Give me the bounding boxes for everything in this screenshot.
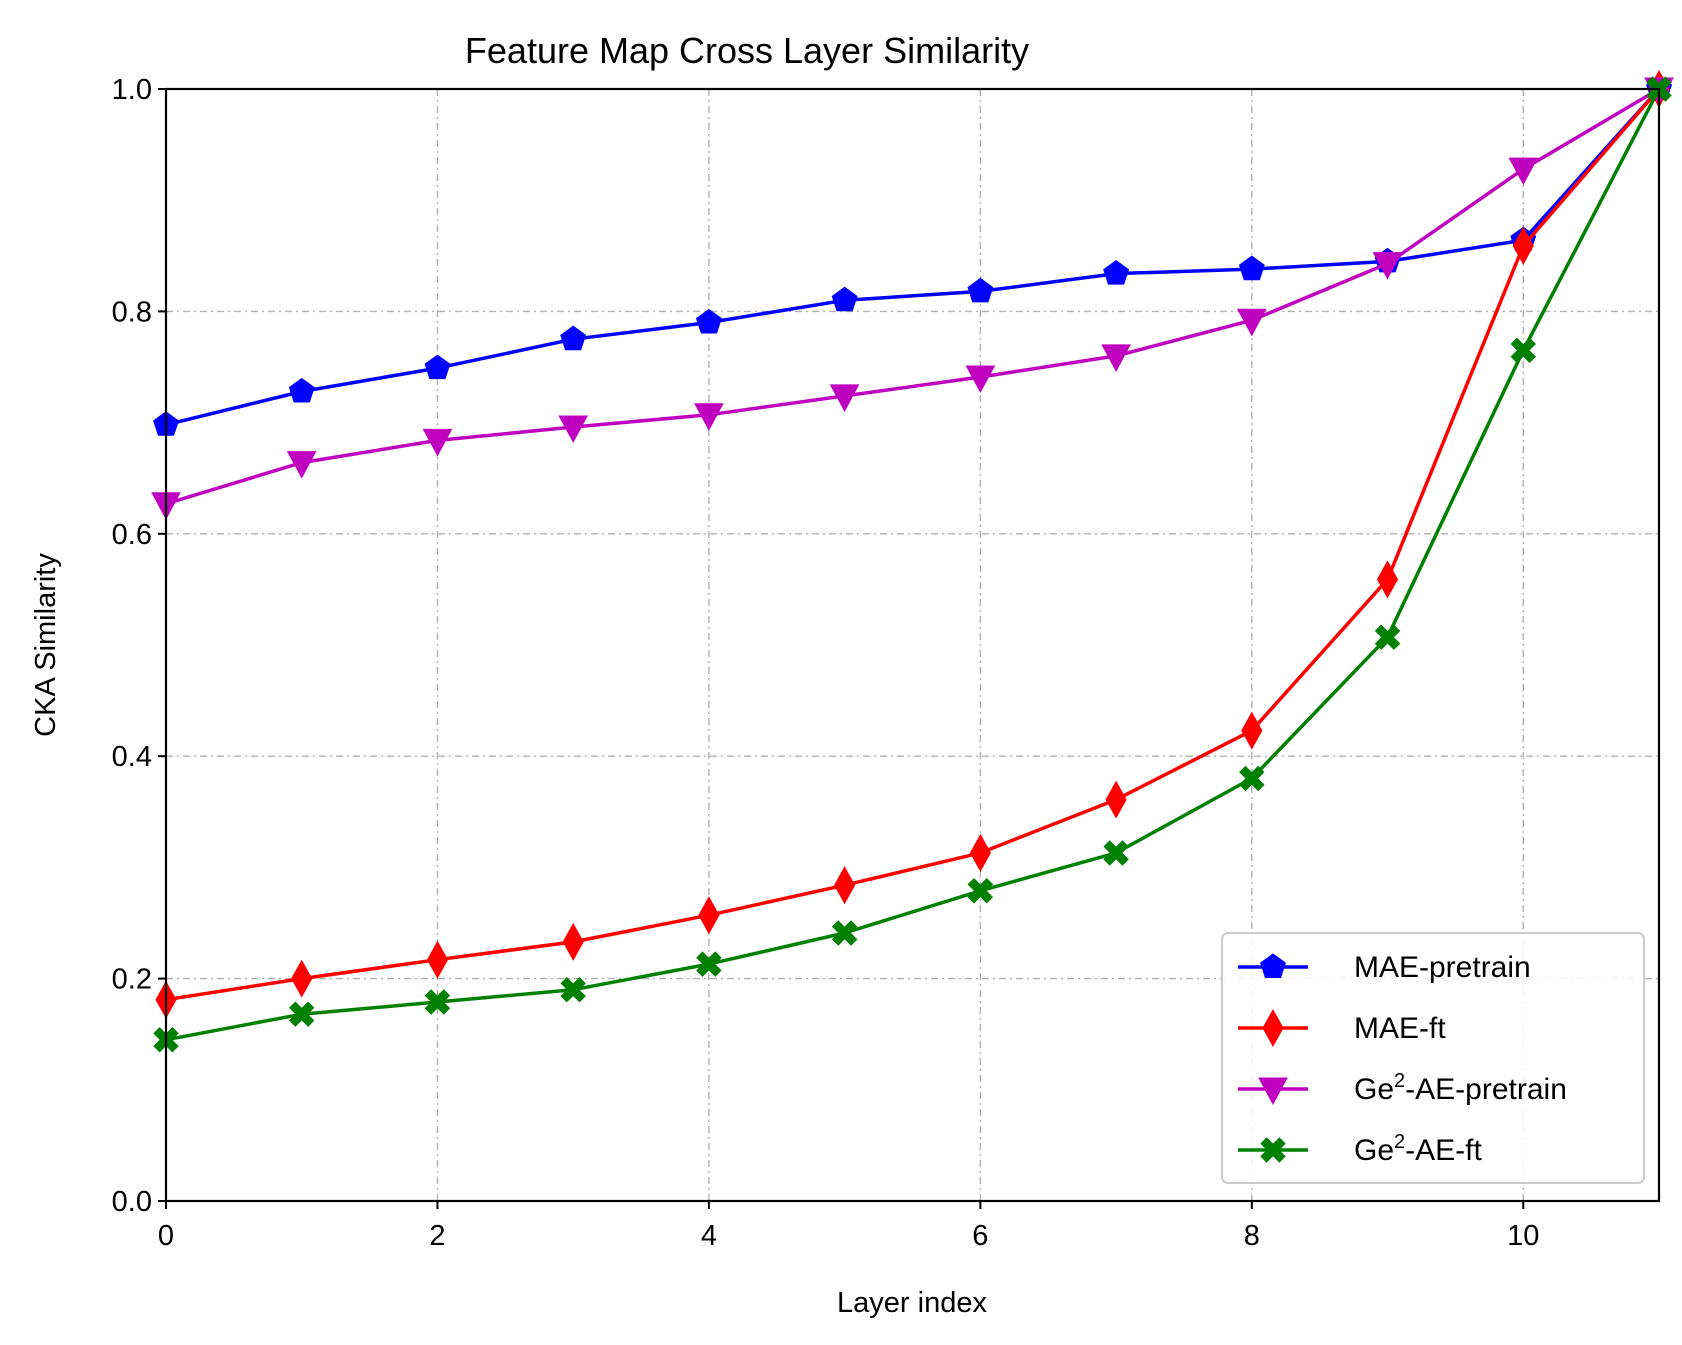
data-point bbox=[1510, 337, 1537, 364]
legend-label-superscript: 2 bbox=[1394, 1131, 1405, 1153]
legend-label-base: Ge bbox=[1354, 1073, 1394, 1106]
legend-label-superscript: 2 bbox=[1394, 1070, 1405, 1092]
data-point bbox=[291, 959, 313, 998]
data-point bbox=[834, 866, 856, 905]
data-point bbox=[967, 877, 994, 904]
series-line bbox=[165, 87, 1660, 506]
data-point bbox=[1508, 157, 1539, 186]
x-tick-label: 4 bbox=[701, 1220, 717, 1252]
data-point bbox=[424, 989, 451, 1015]
legend-label: Ge2-AE-ft bbox=[1354, 1131, 1482, 1167]
data-point bbox=[696, 951, 722, 977]
data-point bbox=[562, 922, 584, 961]
legend-marker bbox=[1258, 1077, 1288, 1106]
plot-frame bbox=[164, 87, 1661, 1203]
legend-label-rest: -AE-ft bbox=[1405, 1134, 1482, 1167]
data-point bbox=[288, 377, 315, 403]
legend-entry: MAE-ft bbox=[1238, 1008, 1446, 1048]
legend-label: MAE-pretrain bbox=[1354, 951, 1531, 984]
data-point bbox=[560, 325, 587, 351]
data-point bbox=[695, 308, 722, 334]
series-line bbox=[165, 87, 1661, 427]
chart-title: Feature Map Cross Layer Similarity bbox=[465, 30, 1029, 71]
data-point bbox=[1241, 711, 1263, 750]
legend-entry: Ge2-AE-ft bbox=[1238, 1131, 1482, 1167]
legend-label: Ge2-AE-pretrain bbox=[1354, 1070, 1567, 1106]
legend-marker bbox=[1262, 1008, 1284, 1048]
data-point bbox=[426, 940, 449, 979]
data-point bbox=[1238, 255, 1265, 281]
x-axis-label: Layer index bbox=[837, 1287, 987, 1319]
y-tick-label: 0.0 bbox=[112, 1186, 152, 1218]
series-group bbox=[151, 69, 1674, 1053]
data-point bbox=[1101, 344, 1131, 372]
legend-label-base: MAE-pretrain bbox=[1354, 951, 1531, 984]
legend-label-base: Ge bbox=[1354, 1134, 1394, 1167]
data-point bbox=[1105, 780, 1127, 819]
data-point bbox=[831, 920, 858, 946]
legend-label: MAE-ft bbox=[1354, 1012, 1446, 1045]
data-point bbox=[422, 428, 453, 457]
legend-entry: MAE-pretrain bbox=[1238, 951, 1531, 984]
legend-label-rest: -AE-pretrain bbox=[1405, 1073, 1567, 1106]
x-tick-label: 8 bbox=[1244, 1220, 1260, 1252]
data-point bbox=[424, 354, 451, 380]
y-tick-label: 0.8 bbox=[112, 296, 152, 328]
x-tick-label: 2 bbox=[429, 1220, 445, 1252]
data-point bbox=[1374, 624, 1401, 650]
legend-label-base: MAE-ft bbox=[1354, 1012, 1446, 1045]
series-Ge2-AE-ft bbox=[153, 76, 1672, 1053]
data-point bbox=[969, 833, 991, 872]
legend-box bbox=[1221, 932, 1645, 1184]
series-line bbox=[165, 87, 1661, 1002]
data-point bbox=[965, 365, 996, 394]
x-tick-label: 10 bbox=[1507, 1220, 1539, 1252]
data-point bbox=[698, 896, 720, 935]
legend: MAE-pretrainMAE-ftGe2-AE-pretrainGe2-AE-… bbox=[1221, 932, 1645, 1184]
y-tick-label: 0.6 bbox=[112, 519, 152, 551]
series-Ge2-AE-pretrain bbox=[151, 77, 1674, 520]
data-point bbox=[1103, 840, 1129, 866]
data-point bbox=[1236, 308, 1267, 337]
data-point bbox=[1239, 765, 1265, 792]
legend-marker bbox=[1260, 1137, 1286, 1163]
data-point bbox=[1376, 560, 1399, 599]
data-point bbox=[1103, 259, 1130, 285]
x-tick-label: 6 bbox=[972, 1220, 988, 1252]
axis-ticks: 0 2 4 6 8 10 0.0 0.2 0.4 0.6 0.8 1.0 bbox=[112, 74, 1540, 1252]
y-tick-label: 0.4 bbox=[112, 741, 152, 773]
data-point bbox=[288, 1001, 315, 1027]
data-point bbox=[831, 286, 858, 312]
x-tick-label: 0 bbox=[158, 1220, 174, 1252]
series-line bbox=[165, 88, 1661, 1042]
data-point bbox=[286, 451, 317, 479]
data-point bbox=[967, 277, 994, 303]
legend-entry: Ge2-AE-pretrain bbox=[1238, 1070, 1567, 1106]
legend-marker bbox=[1260, 953, 1286, 978]
data-point bbox=[560, 976, 586, 1003]
y-tick-label: 0.2 bbox=[112, 964, 152, 996]
y-tick-label: 1.0 bbox=[112, 74, 152, 106]
data-point bbox=[829, 384, 860, 412]
data-point bbox=[694, 403, 724, 431]
data-point bbox=[1372, 252, 1403, 280]
data-point bbox=[1512, 226, 1534, 265]
data-point bbox=[558, 415, 589, 444]
y-axis-label: CKA Similarity bbox=[30, 553, 62, 737]
